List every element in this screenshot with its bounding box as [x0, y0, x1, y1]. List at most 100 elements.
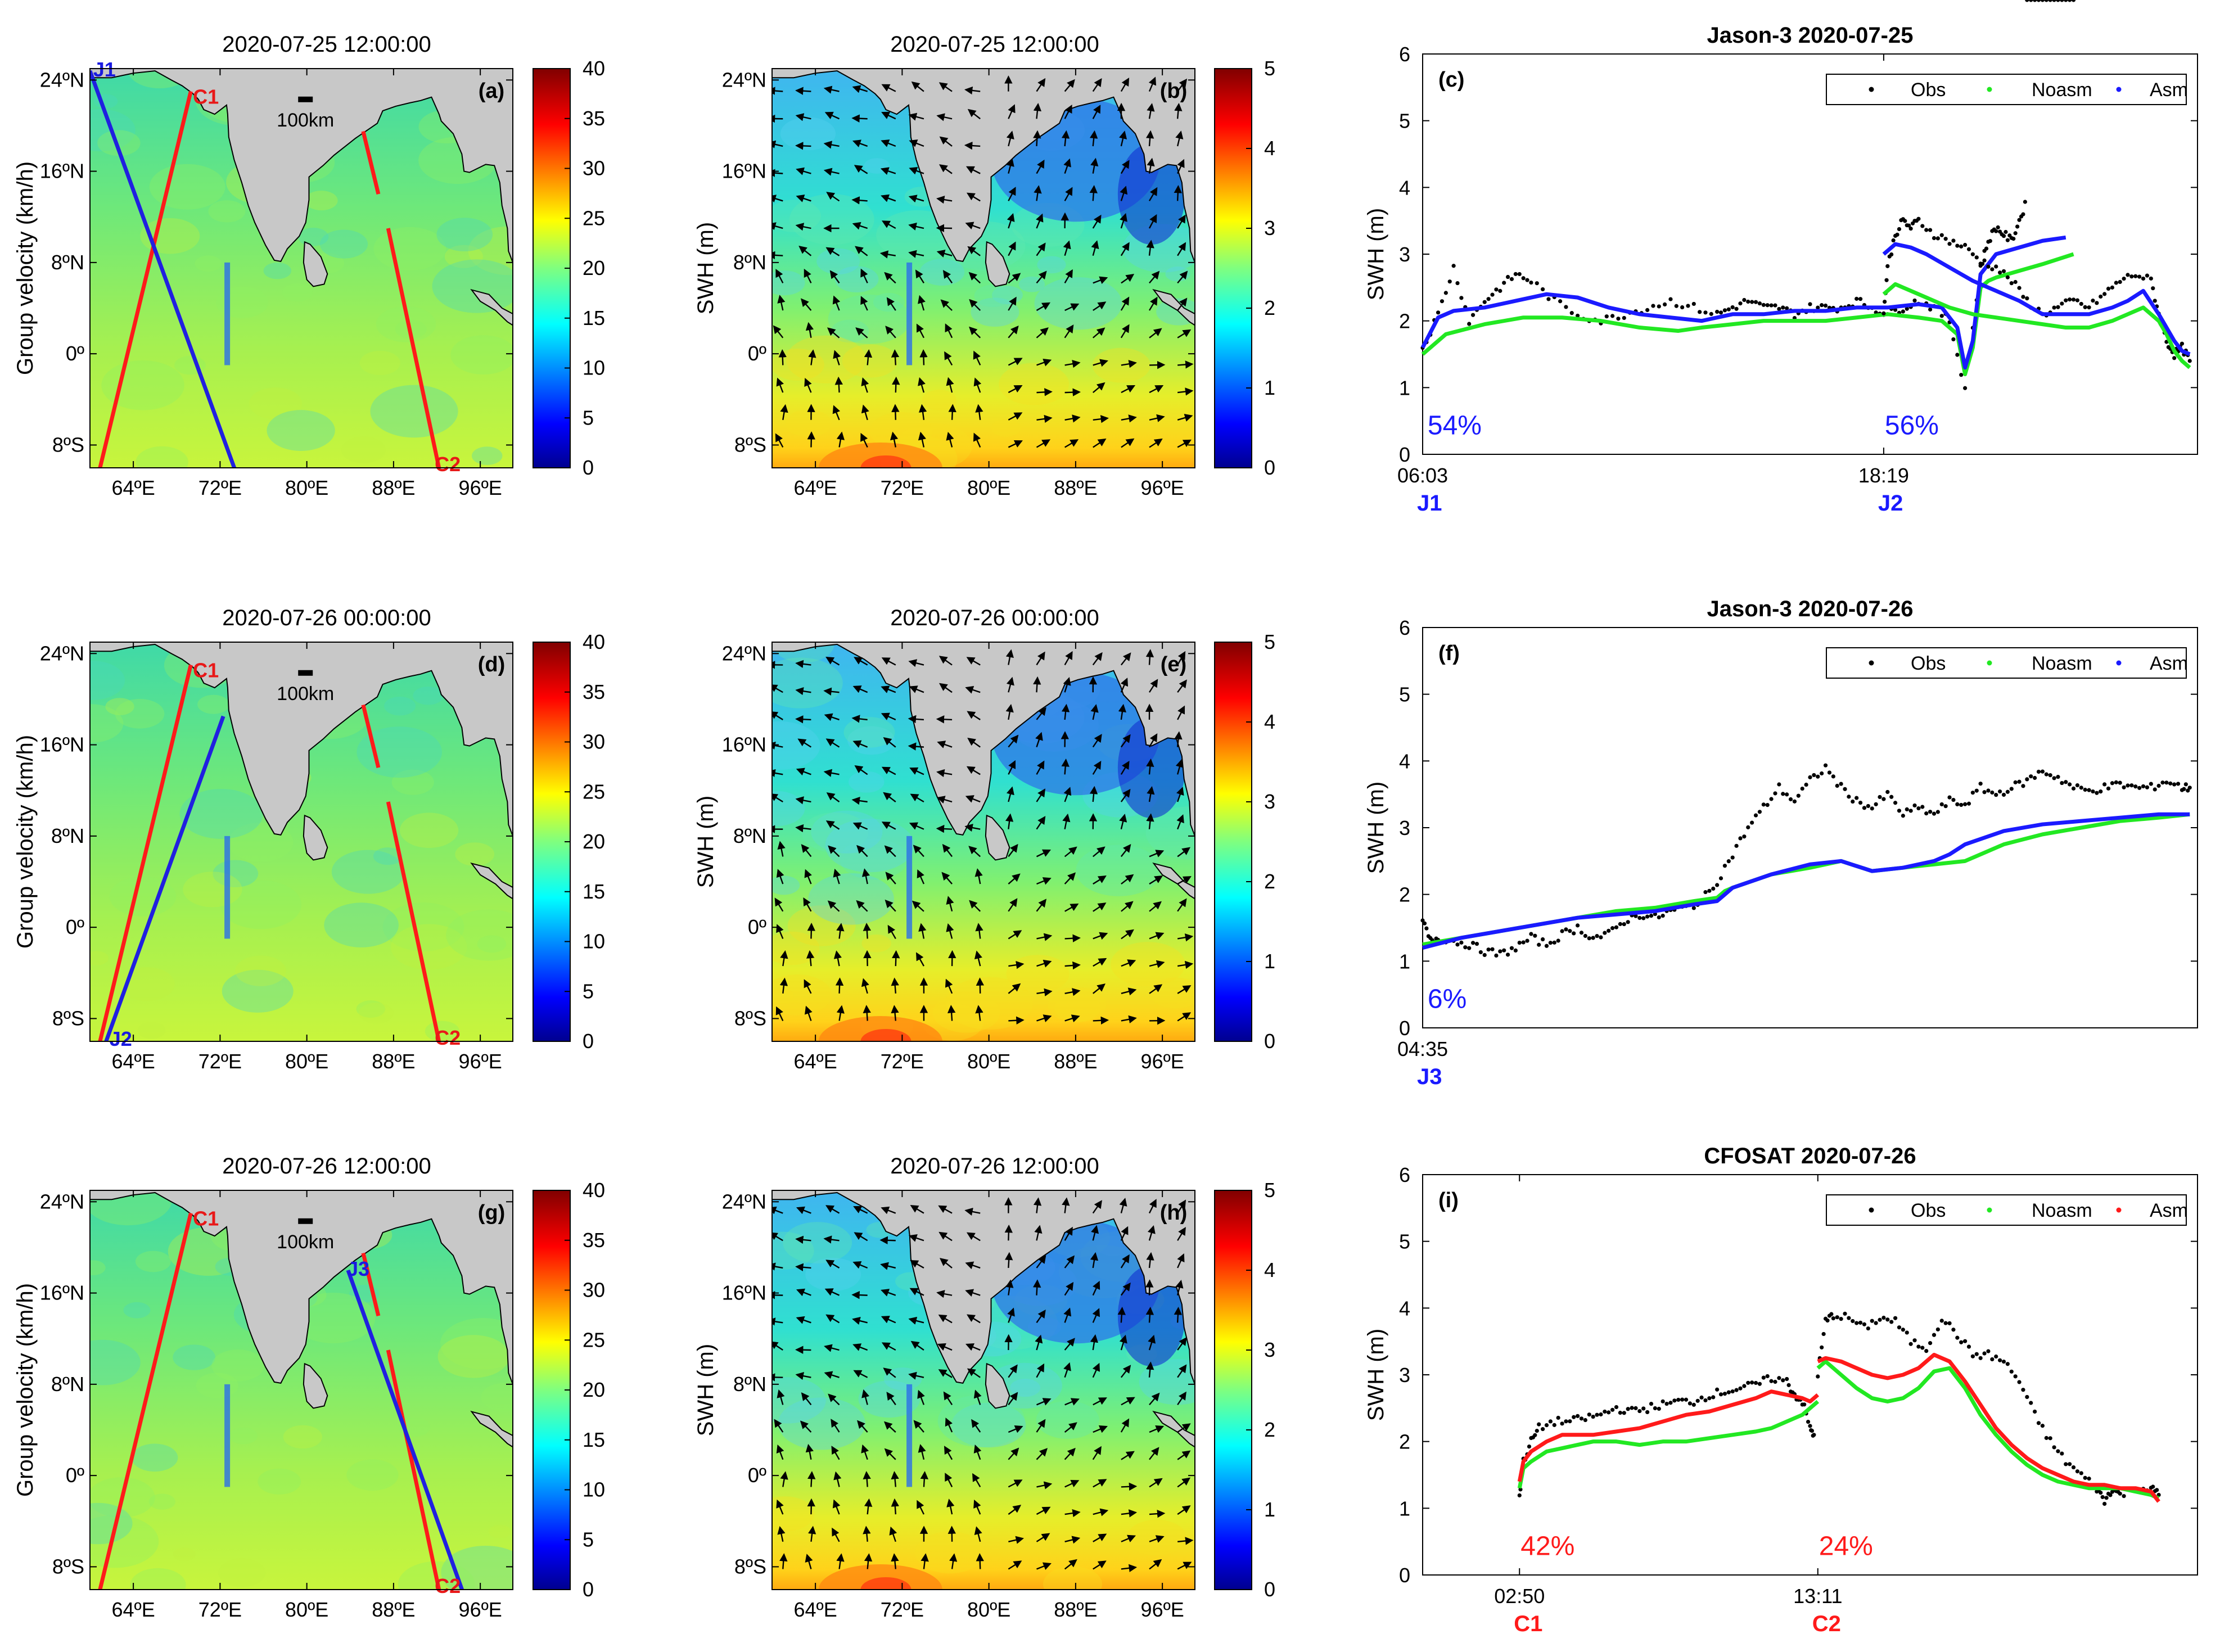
- obs-point: [1564, 927, 1568, 932]
- obs-point: [1622, 315, 1626, 321]
- lat-tick-label: 16ºN: [40, 1281, 84, 1305]
- obs-point: [2129, 783, 2134, 788]
- panel-label: (i): [1438, 1189, 1459, 1212]
- legend-box: [1826, 647, 2187, 679]
- colorbar-tick-label: 30: [583, 157, 605, 180]
- obs-point: [1994, 229, 1998, 233]
- obs-point: [2013, 231, 2018, 236]
- obs-point: [1422, 921, 1427, 926]
- panel-label: (g): [478, 1201, 506, 1225]
- colorbar-tick-label: 20: [583, 256, 605, 279]
- obs-point: [1603, 931, 1607, 935]
- obs-point: [2025, 296, 2029, 301]
- obs-point: [2064, 780, 2068, 784]
- lon-tick-label: 72ºE: [881, 1050, 924, 1073]
- lon-tick-label: 64ºE: [112, 476, 155, 499]
- lon-tick-label: 88ºE: [372, 1050, 415, 1073]
- obs-point: [1984, 246, 1989, 251]
- obs-point: [1718, 310, 1723, 315]
- obs-point: [1552, 1423, 1556, 1427]
- obs-point: [1610, 314, 1615, 318]
- obs-point: [1761, 1375, 1766, 1380]
- y-tick-label: 0: [1399, 1017, 1410, 1040]
- obs-point: [1595, 934, 1599, 938]
- obs-point: [2095, 301, 2099, 305]
- obs-point: [1568, 1419, 1572, 1424]
- group-velocity-colorbar: [533, 1190, 571, 1590]
- panel-label: (h): [1160, 1201, 1188, 1225]
- obs-point: [2104, 1496, 2109, 1500]
- obs-point: [2013, 279, 2018, 285]
- obs-point: [1959, 1340, 1964, 1344]
- obs-point: [1695, 1398, 1700, 1403]
- scale-bar-label: 100km: [277, 110, 334, 131]
- chart-title: CFOSAT 2020-07-26: [1704, 1144, 1916, 1168]
- sumatra: [1152, 288, 1195, 326]
- legend-marker: [1869, 1207, 1874, 1213]
- obs-point: [1990, 790, 1995, 795]
- track-c2-south: [386, 801, 441, 1041]
- obs-point: [1645, 1410, 1650, 1415]
- colorbar-tick-label: 30: [583, 730, 605, 753]
- obs-point: [1777, 1376, 1781, 1380]
- obs-point: [1970, 791, 1975, 795]
- obs-point: [1825, 1318, 1830, 1323]
- colorbar-tick-label: 15: [583, 880, 605, 903]
- obs-point: [2056, 1449, 2060, 1454]
- obs-point: [2013, 1374, 2018, 1379]
- obs-point: [2060, 1451, 2064, 1456]
- obs-point: [2064, 0, 2068, 2]
- y-tick-label: 1: [1399, 1497, 1410, 1520]
- obs-point: [1529, 280, 1533, 285]
- obs-point: [1785, 306, 1789, 310]
- lat-tick-label: 0º: [748, 1464, 766, 1487]
- obs-point: [1804, 782, 1808, 787]
- obs-point: [1622, 922, 1626, 927]
- y-tick-label: 5: [1399, 683, 1410, 706]
- obs-point: [1603, 1409, 1607, 1414]
- obs-point: [1893, 1316, 1898, 1320]
- obs-point: [1614, 925, 1619, 929]
- land-mass: [90, 642, 513, 837]
- obs-point: [1474, 941, 1479, 946]
- colorbar-tick-label: 5: [583, 1528, 594, 1551]
- obs-point: [1657, 304, 1661, 309]
- obs-point: [1533, 1433, 1537, 1437]
- obs-point: [1808, 775, 1812, 779]
- obs-point: [2172, 782, 2177, 787]
- obs-point: [2071, 297, 2076, 302]
- track-j1: [90, 70, 237, 468]
- obs-point: [1502, 948, 1506, 953]
- left-map-title: 2020-07-25 12:00:00: [222, 32, 431, 57]
- obs-point: [2048, 773, 2052, 778]
- obs-point: [1478, 950, 1483, 955]
- obs-point: [2180, 341, 2185, 346]
- lat-tick-label: 8ºS: [734, 1555, 766, 1578]
- obs-point: [1835, 1315, 1839, 1320]
- obs-point: [2083, 1475, 2087, 1480]
- obs-point: [1895, 232, 1899, 237]
- obs-point: [1908, 226, 1913, 231]
- obs-point: [2033, 775, 2037, 780]
- obs-point: [1645, 308, 1650, 312]
- obs-point: [1951, 797, 1956, 802]
- obs-point: [2133, 784, 2138, 789]
- obs-point: [1889, 1320, 1894, 1324]
- lat-tick-label: 8ºS: [52, 1006, 84, 1030]
- obs-point: [1490, 292, 1495, 297]
- obs-point: [1599, 935, 1603, 940]
- obs-point: [1537, 942, 1541, 947]
- obs-point: [1802, 1402, 1807, 1407]
- obs-point: [1903, 219, 1907, 223]
- panel-label: (f): [1438, 642, 1460, 665]
- right-map-ylabel: SWH (m): [693, 222, 718, 314]
- obs-point: [2079, 1471, 2083, 1475]
- obs-point: [1535, 1429, 1539, 1433]
- obs-point: [1738, 1386, 1743, 1391]
- obs-point: [1959, 802, 1964, 807]
- obs-point: [1576, 923, 1580, 928]
- legend-marker: [1869, 87, 1874, 92]
- colorbar-tick-label: 3: [1264, 790, 1275, 813]
- obs-point: [2060, 0, 2064, 2]
- obs-point: [1579, 931, 1584, 935]
